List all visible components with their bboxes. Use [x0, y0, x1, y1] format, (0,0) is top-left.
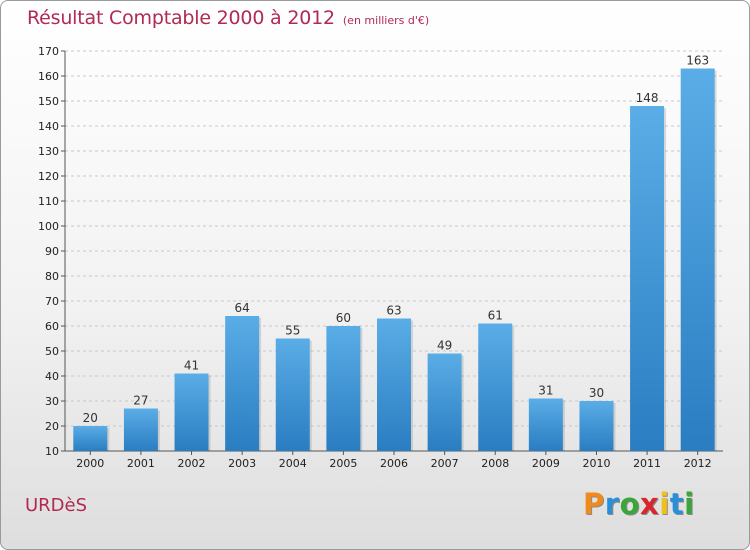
bar-2008 [478, 323, 513, 451]
x-tick-label-2004: 2004 [279, 457, 307, 470]
logo-letter: t [669, 487, 685, 521]
value-label-2008: 61 [488, 309, 503, 323]
x-tick-label-2006: 2006 [380, 457, 408, 470]
value-label-2012: 163 [686, 54, 709, 68]
logo-letter: P [583, 487, 605, 521]
bar-2001 [123, 408, 158, 451]
x-tick-label-2011: 2011 [633, 457, 661, 470]
bar-2005 [326, 326, 361, 451]
value-label-2000: 20 [83, 411, 98, 425]
x-tick-label-2007: 2007 [431, 457, 459, 470]
y-tick-label-40: 40 [45, 370, 59, 383]
y-tick-label-140: 140 [38, 120, 59, 133]
y-tick-label-80: 80 [45, 270, 59, 283]
value-label-2003: 64 [235, 301, 250, 315]
value-label-2001: 27 [133, 394, 148, 408]
x-tick-label-2008: 2008 [481, 457, 509, 470]
logo-letter: i [684, 487, 695, 521]
proxiti-logo: Proxiti [583, 487, 695, 521]
y-tick-label-170: 170 [38, 45, 59, 58]
bar-2010 [579, 401, 614, 451]
bar-2011 [630, 106, 665, 451]
chart-title-block: Résultat Comptable 2000 à 2012 (en millie… [27, 7, 429, 29]
y-tick-label-20: 20 [45, 420, 59, 433]
x-tick-label-2001: 2001 [127, 457, 155, 470]
chart-title: Résultat Comptable 2000 à 2012 [27, 7, 335, 29]
bar-2004 [275, 338, 310, 451]
x-tick-label-2000: 2000 [76, 457, 104, 470]
y-tick-label-70: 70 [45, 295, 59, 308]
y-tick-label-50: 50 [45, 345, 59, 358]
bar-2002 [174, 373, 209, 451]
y-tick-label-160: 160 [38, 70, 59, 83]
x-tick-label-2012: 2012 [684, 457, 712, 470]
y-tick-label-90: 90 [45, 245, 59, 258]
value-label-2009: 31 [538, 384, 553, 398]
value-label-2010: 30 [589, 386, 604, 400]
bar-2000 [73, 426, 108, 451]
y-tick-label-60: 60 [45, 320, 59, 333]
value-label-2002: 41 [184, 359, 199, 373]
value-label-2006: 63 [386, 304, 401, 318]
x-tick-label-2009: 2009 [532, 457, 560, 470]
y-tick-label-10: 10 [45, 445, 59, 458]
y-tick-label-30: 30 [45, 395, 59, 408]
logo-letter: i [659, 487, 670, 521]
x-tick-label-2002: 2002 [178, 457, 206, 470]
bar-2007 [427, 353, 462, 451]
value-label-2004: 55 [285, 324, 300, 338]
y-tick-label-100: 100 [38, 220, 59, 233]
bar-2012 [680, 68, 715, 451]
value-label-2007: 49 [437, 339, 452, 353]
bar-2009 [528, 398, 563, 451]
chart-subtitle: (en milliers d'€) [342, 14, 430, 27]
bar-2006 [377, 318, 411, 451]
place-name: URDèS [25, 495, 88, 516]
logo-letter: o [619, 487, 641, 521]
y-tick-label-120: 120 [38, 170, 59, 183]
y-tick-label-110: 110 [38, 195, 59, 208]
value-label-2005: 60 [336, 311, 351, 325]
x-tick-label-2010: 2010 [582, 457, 610, 470]
y-tick-label-150: 150 [38, 95, 59, 108]
logo-letter: x [640, 487, 660, 521]
value-label-2011: 148 [636, 91, 659, 105]
bar-2003 [225, 316, 260, 451]
x-tick-label-2003: 2003 [228, 457, 256, 470]
x-tick-label-2005: 2005 [329, 457, 357, 470]
y-tick-label-130: 130 [38, 145, 59, 158]
logo-letter: r [604, 487, 620, 521]
